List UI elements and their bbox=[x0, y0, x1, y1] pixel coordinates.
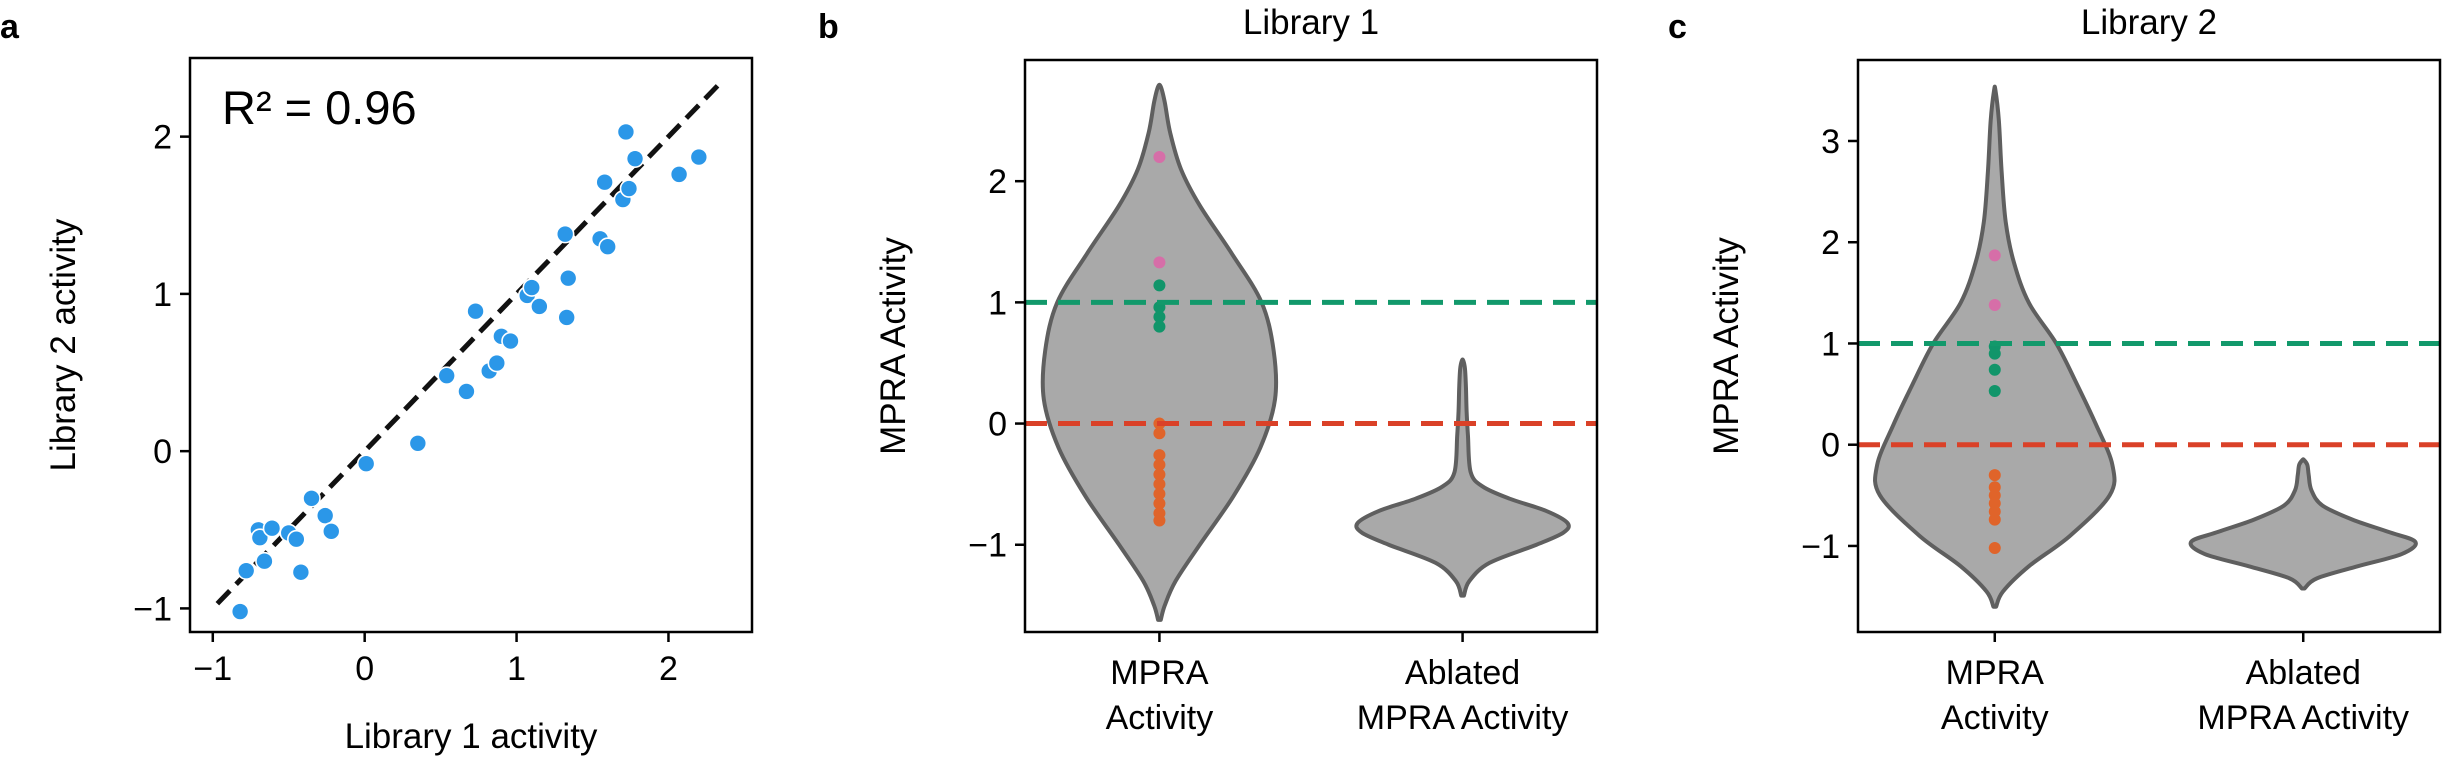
panel-label-c: c bbox=[1668, 8, 1687, 46]
scatter-point bbox=[302, 489, 321, 508]
x-category-label: Ablated bbox=[2246, 654, 2361, 692]
y-tick-label: 0 bbox=[1821, 427, 1840, 465]
x-category-label: MPRA Activity bbox=[1357, 699, 1569, 737]
x-tick-label: 1 bbox=[507, 650, 526, 688]
strip-point-orange bbox=[1153, 449, 1166, 462]
scatter-point bbox=[466, 301, 485, 321]
scatter-point bbox=[287, 529, 306, 549]
scatter-point bbox=[250, 528, 270, 547]
panel-c: c Library 2 −1 0 1 2 3 MPRA Activity Ablated MPRA … bbox=[1668, 3, 2442, 737]
x-tick-label: 2 bbox=[659, 650, 678, 688]
x-category-label: Ablated bbox=[1405, 654, 1520, 692]
strip-point-pink bbox=[1153, 150, 1166, 163]
panel-label-a: a bbox=[0, 8, 20, 46]
strip-point-orange bbox=[1153, 514, 1166, 527]
scatter-point bbox=[530, 297, 549, 316]
axes-frame-a bbox=[188, 56, 754, 634]
fit-line bbox=[215, 82, 721, 606]
y-tick-label: 1 bbox=[1821, 325, 1840, 363]
x-axis-label: Library 1 activity bbox=[345, 717, 598, 756]
scatter-point bbox=[408, 433, 428, 453]
scatter-point bbox=[262, 518, 282, 538]
scatter-point bbox=[616, 122, 636, 142]
strip-point-green bbox=[1153, 279, 1166, 292]
scatter-point bbox=[501, 331, 520, 351]
r-squared-annotation: R² = 0.96 bbox=[222, 81, 417, 134]
strip-point-green bbox=[1988, 385, 2001, 398]
scatter-point bbox=[457, 382, 476, 401]
scatter-point bbox=[255, 551, 274, 571]
scatter-point bbox=[625, 149, 645, 168]
violin-mpra bbox=[1040, 82, 1279, 622]
scatter-point bbox=[230, 602, 250, 621]
panel-a: a −1 0 1 2 −1 0 1 2 Library 1 activity Library 2 a… bbox=[0, 8, 754, 756]
axes-frame-b bbox=[1023, 58, 1599, 634]
y-tick-label: 0 bbox=[153, 433, 172, 471]
y-tick-label: −1 bbox=[1801, 528, 1840, 566]
scatter-point bbox=[558, 268, 578, 288]
scatter-point bbox=[291, 562, 311, 582]
strip-point-green bbox=[1988, 363, 2001, 376]
y-tick-label: 1 bbox=[988, 284, 1007, 322]
strip-point-orange bbox=[1153, 427, 1166, 440]
chart-title: Library 1 bbox=[1243, 3, 1379, 42]
y-tick-label: −1 bbox=[133, 590, 172, 628]
scatter-point bbox=[557, 308, 576, 327]
strip-point-orange bbox=[1153, 468, 1166, 481]
scatter-point bbox=[555, 224, 575, 244]
strip-point-pink bbox=[1988, 249, 2001, 262]
strip-point-orange bbox=[1988, 541, 2001, 554]
strip-point-green bbox=[1153, 320, 1166, 333]
x-category-label: MPRA bbox=[1110, 654, 1209, 692]
scatter-point bbox=[315, 506, 335, 525]
scatter-point bbox=[522, 278, 542, 297]
y-tick-label: 2 bbox=[153, 119, 172, 157]
strip-point-green bbox=[1153, 310, 1166, 323]
y-tick-label: 3 bbox=[1821, 123, 1840, 161]
scatter-point bbox=[437, 366, 456, 385]
x-category-label: MPRA Activity bbox=[2197, 699, 2409, 737]
violin-ablated bbox=[1354, 357, 1571, 598]
violin-ablated bbox=[2188, 457, 2418, 591]
scatter-point bbox=[669, 165, 689, 184]
scatter-point bbox=[356, 454, 376, 474]
y-axis-label: MPRA Activity bbox=[1707, 237, 1746, 455]
y-tick-label: 2 bbox=[1821, 224, 1840, 262]
x-tick-label: 0 bbox=[355, 650, 374, 688]
chart-title: Library 2 bbox=[2081, 3, 2217, 42]
strip-point-orange bbox=[1153, 478, 1166, 491]
y-axis-label: Library 2 activity bbox=[44, 218, 83, 471]
y-tick-label: 0 bbox=[988, 406, 1007, 444]
scatter-point bbox=[598, 237, 618, 257]
panel-label-b: b bbox=[818, 8, 839, 46]
scatter-point bbox=[236, 561, 256, 580]
axes-frame-c bbox=[1856, 58, 2442, 634]
scatter-point bbox=[487, 353, 507, 373]
x-tick-label: −1 bbox=[193, 650, 232, 688]
x-category-label: Activity bbox=[1106, 699, 1214, 737]
y-tick-label: 2 bbox=[988, 163, 1007, 201]
strip-point-green bbox=[1988, 347, 2001, 360]
strip-point-orange bbox=[1153, 497, 1166, 510]
y-axis-label: MPRA Activity bbox=[874, 237, 913, 455]
y-tick-label: 1 bbox=[153, 276, 172, 314]
scatter-point bbox=[689, 147, 709, 167]
x-category-label: MPRA bbox=[1946, 654, 2045, 692]
strip-point-orange bbox=[1153, 458, 1166, 471]
strip-point-pink bbox=[1153, 256, 1166, 269]
y-tick-label: −1 bbox=[968, 527, 1007, 565]
strip-point-pink bbox=[1988, 298, 2001, 311]
x-category-label: Activity bbox=[1941, 699, 2049, 737]
panel-b: b Library 1 −1 0 1 2 MPRA Activity Ablated MPRA A… bbox=[818, 3, 1599, 737]
strip-point-orange bbox=[1988, 469, 2001, 482]
strip-point-orange bbox=[1153, 487, 1166, 500]
scatter-point bbox=[595, 172, 614, 192]
strip-point-orange bbox=[1988, 513, 2001, 526]
scatter-point bbox=[321, 522, 341, 541]
scatter-point bbox=[619, 179, 639, 198]
